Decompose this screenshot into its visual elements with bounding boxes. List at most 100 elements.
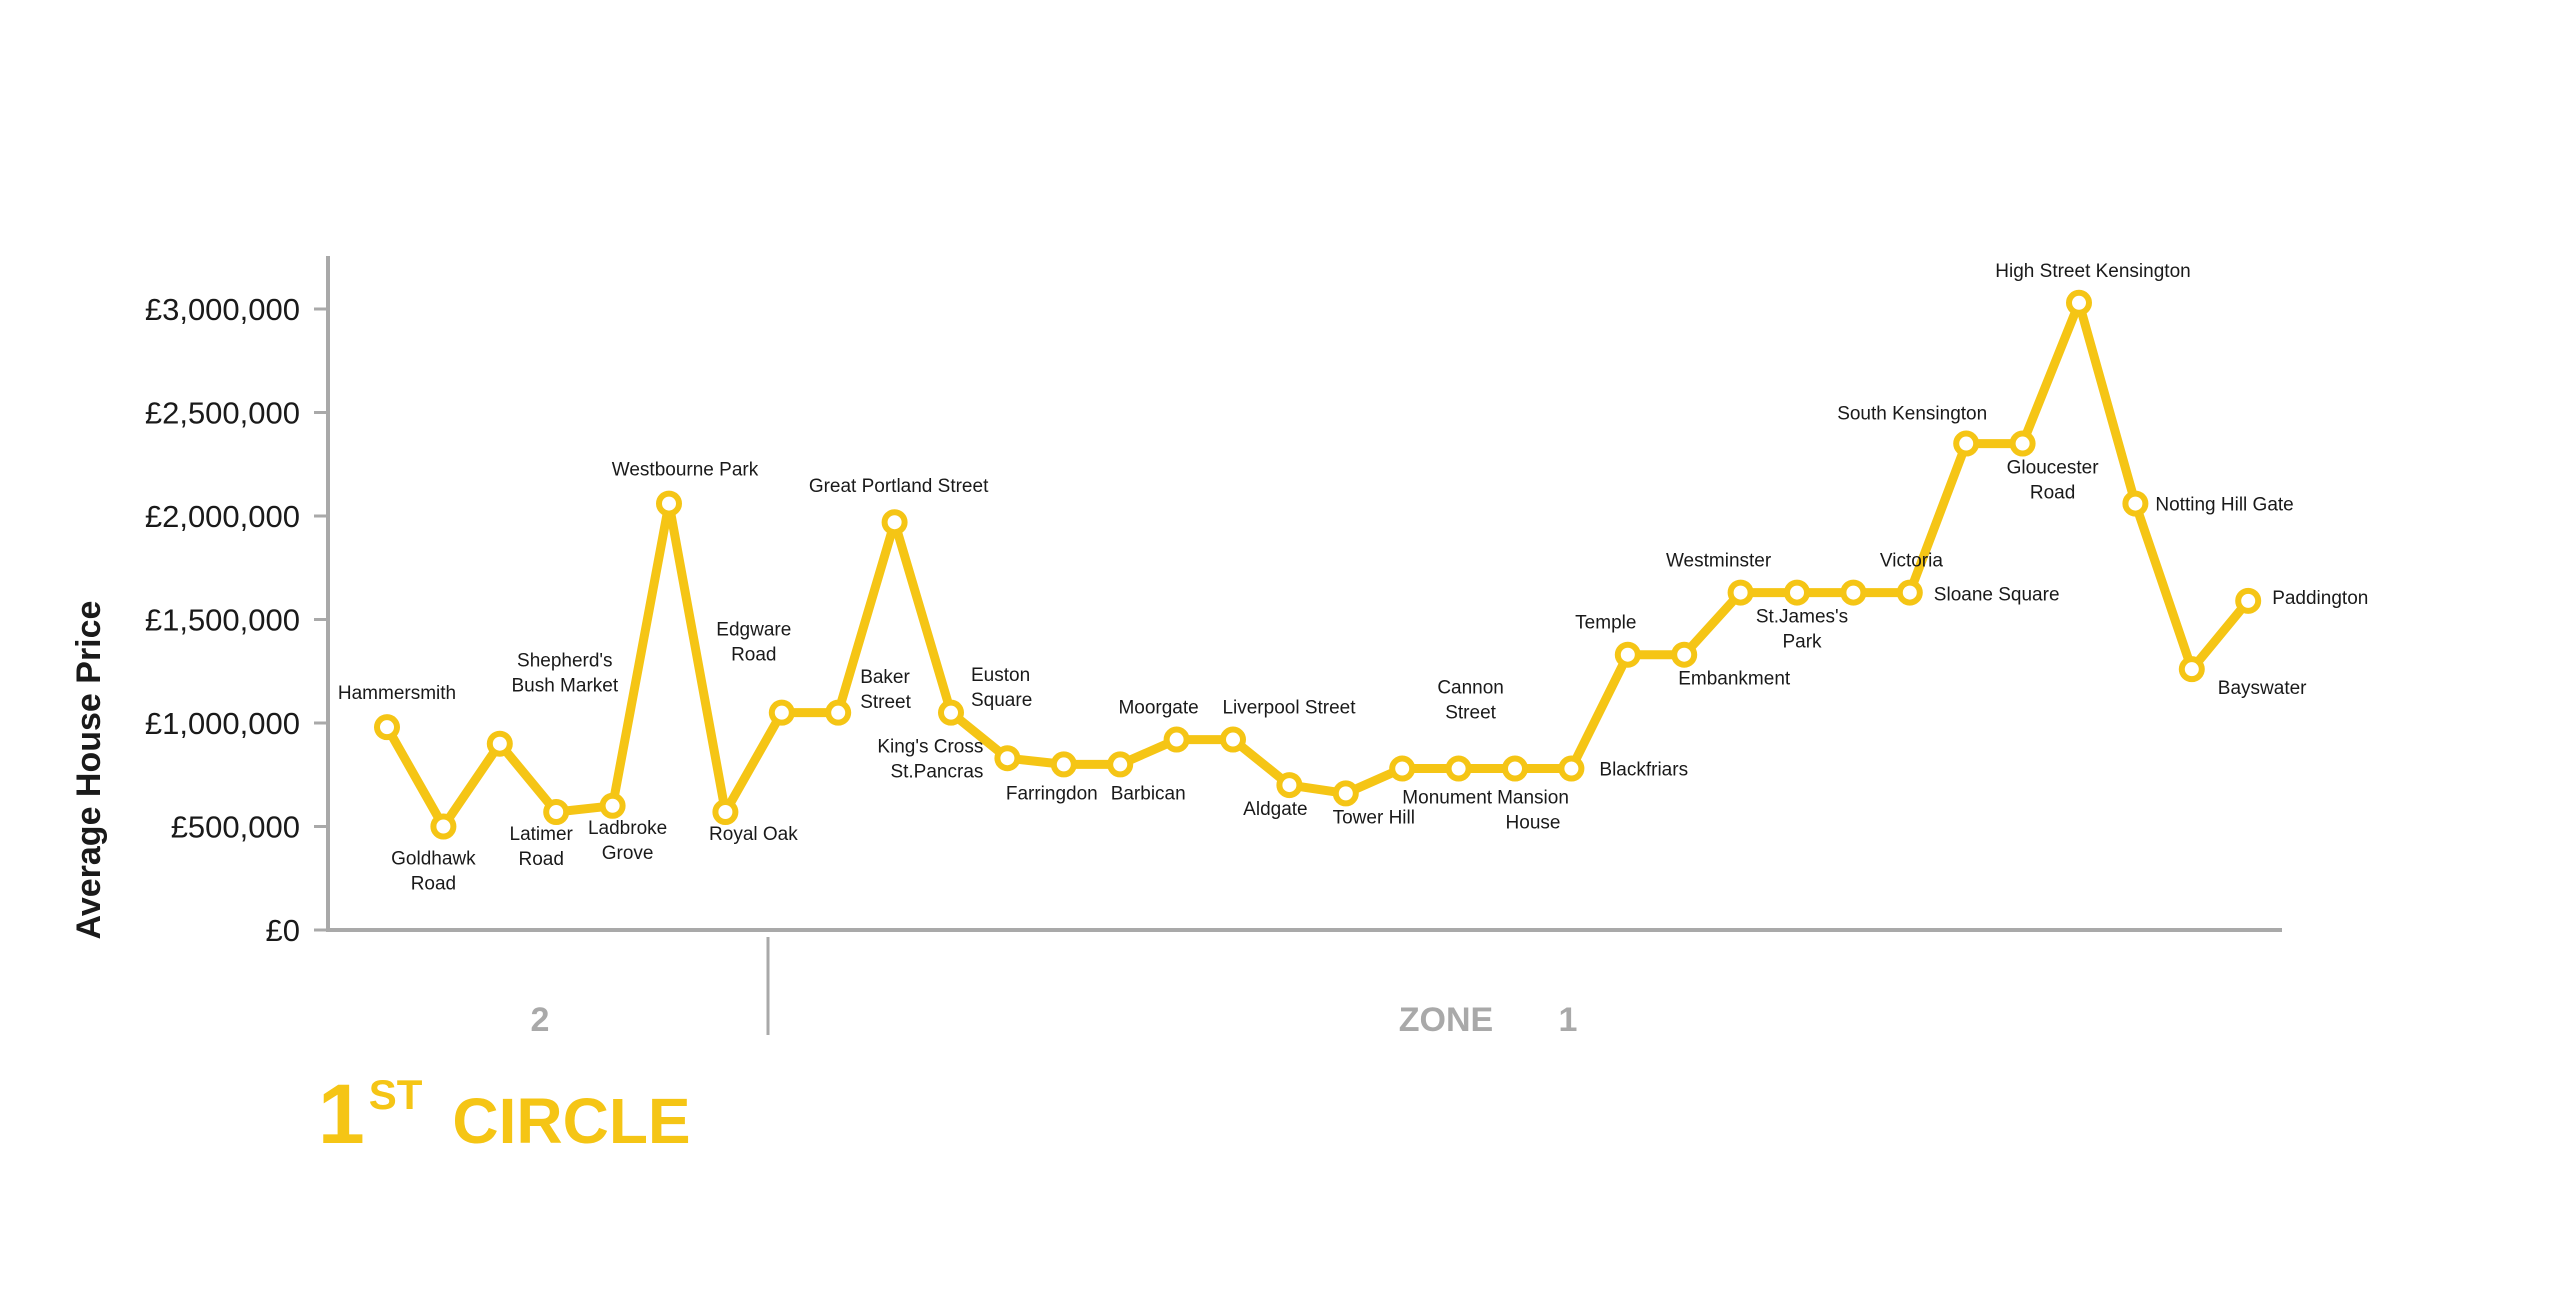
station-label-line: Westbourne Park bbox=[612, 460, 759, 481]
station-label: Notting Hill Gate bbox=[2155, 495, 2293, 516]
station-label-line: Gloucester bbox=[2007, 458, 2100, 479]
station-label: Great Portland Street bbox=[809, 476, 989, 497]
station-label: Aldgate bbox=[1243, 799, 1307, 820]
station-label-line: Bush Market bbox=[511, 676, 618, 697]
station-marker bbox=[2009, 430, 2036, 457]
station-label: Temple bbox=[1575, 613, 1636, 634]
station-label: Westminster bbox=[1666, 551, 1772, 572]
station-marker bbox=[881, 509, 908, 536]
zone-labels: 2 ZONE 1 bbox=[531, 1001, 1578, 1039]
station-label: Farringdon bbox=[1006, 783, 1098, 804]
title-superscript: ST bbox=[368, 1071, 423, 1118]
station-label-line: Notting Hill Gate bbox=[2155, 495, 2293, 516]
station-label-line: High Street Kensington bbox=[1995, 261, 2190, 282]
station-label-line: Mansion bbox=[1497, 788, 1569, 809]
station-label: Euston Square bbox=[971, 665, 1032, 711]
station-marker bbox=[1558, 755, 1585, 782]
station-marker bbox=[1502, 755, 1528, 782]
station-label-line: Barbican bbox=[1111, 783, 1186, 804]
station-marker bbox=[1332, 780, 1359, 807]
station-label-line: Cannon bbox=[1437, 678, 1504, 699]
station-label: Edgware Road bbox=[716, 620, 791, 666]
station-label-line: Monument bbox=[1402, 788, 1492, 809]
station-label-line: Westminster bbox=[1666, 551, 1772, 572]
station-marker bbox=[2066, 289, 2092, 316]
station-label: Goldhawk Road bbox=[391, 849, 476, 895]
station-marker bbox=[2122, 490, 2149, 517]
station-label-line: Liverpool Street bbox=[1222, 698, 1356, 719]
station-marker bbox=[1840, 579, 1867, 606]
station-label-line: Hammersmith bbox=[338, 683, 456, 704]
y-axis-ticks: £0 £500,000 £1,000,000 £1,500,000 £2,000,000… bbox=[145, 292, 328, 948]
station-label-line: St.Pancras bbox=[890, 762, 983, 783]
station-label: Baker Street bbox=[860, 667, 911, 713]
station-label-line: Road bbox=[2030, 483, 2075, 504]
station-label-line: Bayswater bbox=[2218, 678, 2307, 699]
station-label-line: Road bbox=[518, 849, 563, 870]
station-label-line: St.James's bbox=[1756, 607, 1848, 628]
station-label: Liverpool Street bbox=[1222, 698, 1356, 719]
y-tick-label: £0 bbox=[266, 913, 300, 948]
station-marker bbox=[1896, 579, 1923, 606]
station-label: Hammersmith bbox=[338, 683, 456, 704]
station-label: Victoria bbox=[1880, 551, 1943, 572]
station-label-line: Latimer bbox=[510, 824, 574, 845]
station-label: Latimer Road bbox=[510, 824, 574, 870]
station-label: Embankment bbox=[1678, 669, 1791, 690]
station-label-line: Moorgate bbox=[1118, 698, 1198, 719]
station-labels: Hammersmith Goldhawk Road Shepherd's Bush Ma… bbox=[338, 261, 2368, 895]
station-label-line: Sloane Square bbox=[1934, 585, 2060, 606]
station-label-line: House bbox=[1506, 813, 1561, 834]
station-marker bbox=[2178, 656, 2205, 683]
chart-axes bbox=[326, 256, 2282, 1035]
station-label-line: Farringdon bbox=[1006, 783, 1098, 804]
station-marker bbox=[1050, 751, 1077, 778]
circle-line-title: 1ST CIRCLE bbox=[318, 1072, 691, 1156]
y-tick-label: £2,000,000 bbox=[145, 499, 300, 534]
station-label-line: Street bbox=[1445, 703, 1496, 724]
y-tick-label: £1,500,000 bbox=[145, 603, 300, 638]
station-label: South Kensington bbox=[1837, 404, 1987, 425]
title-number: 1 bbox=[318, 1067, 365, 1161]
station-marker bbox=[2235, 587, 2262, 614]
station-marker bbox=[1445, 755, 1472, 782]
station-marker bbox=[1389, 755, 1416, 782]
y-tick-label: £500,000 bbox=[171, 810, 300, 845]
title-word: CIRCLE bbox=[452, 1085, 691, 1157]
station-label: Gloucester Road bbox=[2007, 458, 2100, 504]
station-label: Moorgate bbox=[1118, 698, 1198, 719]
station-label: Bayswater bbox=[2218, 678, 2307, 699]
station-marker bbox=[938, 699, 964, 726]
station-label-line: Edgware bbox=[716, 620, 791, 641]
station-marker bbox=[599, 792, 626, 819]
station-label-line: Victoria bbox=[1880, 551, 1943, 572]
zone-2-label: 2 bbox=[531, 1001, 550, 1039]
y-tick-label: £1,000,000 bbox=[145, 706, 300, 741]
station-marker bbox=[768, 699, 795, 726]
station-marker bbox=[543, 799, 570, 826]
station-label: Shepherd's Bush Market bbox=[511, 651, 618, 697]
station-label-line: Euston bbox=[971, 665, 1030, 686]
station-label: King's Cross St.Pancras bbox=[877, 737, 983, 783]
station-label: Monument bbox=[1402, 788, 1492, 809]
station-marker bbox=[994, 745, 1021, 772]
zone-1-label: ZONE bbox=[1399, 1001, 1493, 1039]
station-label-line: Goldhawk bbox=[391, 849, 476, 870]
station-label-line: Shepherd's bbox=[517, 651, 613, 672]
station-label: Barbican bbox=[1111, 783, 1186, 804]
station-label-line: Aldgate bbox=[1243, 799, 1307, 820]
zone-1-number: 1 bbox=[1559, 1001, 1578, 1039]
station-label-line: Paddington bbox=[2272, 588, 2368, 609]
station-label: High Street Kensington bbox=[1995, 261, 2190, 282]
station-marker bbox=[1953, 430, 1980, 457]
station-marker bbox=[825, 699, 852, 726]
station-label-line: Square bbox=[971, 690, 1032, 711]
station-label-line: Baker bbox=[860, 667, 910, 688]
station-label: Paddington bbox=[2272, 588, 2368, 609]
station-marker bbox=[1220, 726, 1246, 753]
station-marker bbox=[1276, 772, 1303, 799]
station-marker bbox=[486, 730, 513, 757]
station-label: Royal Oak bbox=[709, 824, 798, 845]
station-marker bbox=[1163, 726, 1190, 753]
